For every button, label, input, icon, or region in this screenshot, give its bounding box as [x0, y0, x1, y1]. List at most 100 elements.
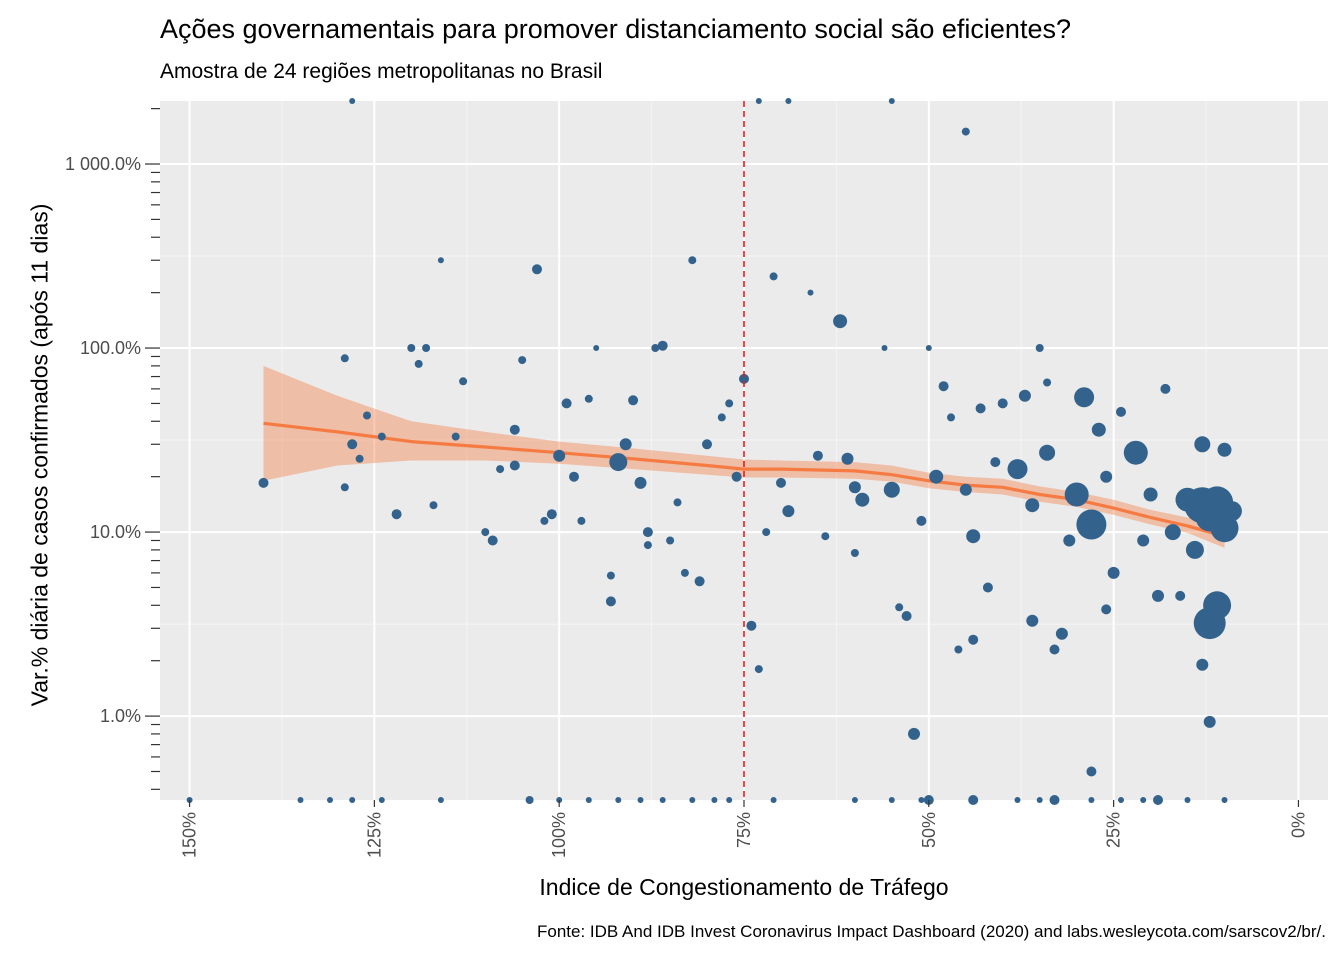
- data-point: [487, 535, 498, 546]
- data-point: [1152, 589, 1164, 602]
- data-point: [673, 498, 682, 507]
- data-point: [888, 797, 895, 803]
- data-point: [532, 264, 542, 275]
- data-point: [1217, 442, 1232, 457]
- data-point: [525, 796, 534, 804]
- data-point: [821, 532, 830, 541]
- data-point: [1025, 498, 1040, 513]
- data-point: [1221, 797, 1228, 803]
- data-point: [848, 481, 861, 494]
- x-tick-label: 100%: [549, 812, 569, 858]
- data-point: [770, 797, 777, 803]
- data-point: [754, 665, 763, 674]
- data-point: [746, 620, 757, 631]
- data-point: [689, 797, 696, 803]
- data-point: [841, 452, 854, 465]
- data-point: [726, 797, 733, 803]
- data-point: [1049, 795, 1060, 805]
- major-grid: [160, 101, 1328, 800]
- data-point: [1039, 444, 1056, 461]
- x-tick-label: 50%: [919, 812, 939, 848]
- data-point: [1153, 795, 1163, 805]
- data-point: [451, 432, 460, 441]
- data-point: [1035, 344, 1044, 352]
- data-point: [1026, 614, 1039, 627]
- data-point: [711, 797, 718, 803]
- data-point: [982, 582, 993, 593]
- data-point: [908, 727, 920, 740]
- data-point: [584, 394, 593, 403]
- data-point: [297, 797, 304, 803]
- source-caption: Fonte: IDB And IDB Invest Coronavirus Im…: [537, 922, 1326, 941]
- smooth-trend-line: [263, 421, 1225, 538]
- data-point: [634, 476, 647, 489]
- data-point: [1018, 389, 1031, 402]
- data-point: [577, 516, 586, 525]
- data-point: [459, 377, 468, 386]
- data-point: [1196, 658, 1209, 671]
- data-point: [518, 356, 527, 365]
- data-point: [609, 453, 628, 472]
- data-point: [966, 529, 981, 544]
- data-point: [327, 797, 333, 803]
- data-point: [1107, 566, 1120, 579]
- data-point: [651, 344, 660, 352]
- data-point: [961, 127, 970, 136]
- data-point: [812, 450, 823, 461]
- data-point: [628, 395, 639, 406]
- data-point: [619, 438, 632, 451]
- data-point: [1203, 715, 1216, 728]
- data-point: [496, 465, 505, 474]
- data-point: [422, 344, 431, 352]
- data-point: [1210, 514, 1239, 543]
- data-point: [642, 527, 653, 538]
- x-tick-label: 150%: [180, 812, 200, 858]
- data-point: [1100, 470, 1113, 483]
- data-point: [340, 483, 349, 492]
- data-point: [807, 289, 814, 296]
- data-point: [657, 340, 668, 351]
- data-point: [1088, 797, 1095, 803]
- data-point: [725, 399, 734, 408]
- data-point: [959, 483, 972, 496]
- smooth-line-layer: [263, 421, 1225, 538]
- data-point: [702, 439, 712, 450]
- data-point: [1137, 534, 1150, 547]
- data-point: [1221, 501, 1242, 522]
- data-point: [1007, 459, 1028, 480]
- data-point: [1175, 590, 1186, 601]
- data-point: [1203, 591, 1232, 620]
- data-point: [1091, 422, 1106, 437]
- data-point: [363, 411, 371, 420]
- y-axis-label: Var.% diária de casos confirmados (após …: [26, 203, 53, 707]
- data-point: [1143, 487, 1158, 502]
- data-point: [776, 477, 786, 488]
- data-point: [833, 314, 848, 329]
- data-point: [968, 634, 979, 645]
- y-tick-label: 1.0%: [100, 706, 141, 726]
- data-point: [680, 568, 689, 577]
- data-point: [785, 98, 792, 104]
- data-point: [990, 457, 1001, 468]
- data-point: [258, 477, 269, 488]
- axis-layer: 1.0% 10.0% 100.0% 1 000.0% 150% 125% 100% 75% 50…: [65, 108, 1308, 858]
- data-point: [615, 797, 622, 803]
- data-point: [429, 501, 438, 510]
- x-axis-label: Indice de Congestionamento de Tráfego: [539, 874, 949, 900]
- data-point: [782, 505, 795, 518]
- data-point: [1014, 797, 1021, 803]
- data-point: [437, 257, 444, 264]
- data-point: [1160, 383, 1171, 394]
- data-point: [377, 432, 386, 441]
- data-point: [540, 516, 549, 525]
- data-point: [975, 403, 986, 414]
- chart-title: Ações governamentais para promover dista…: [160, 14, 1071, 44]
- x-tick-label: 25%: [1104, 812, 1124, 848]
- data-point: [731, 471, 742, 482]
- data-point: [407, 344, 416, 352]
- data-point: [569, 471, 579, 482]
- data-point: [918, 797, 925, 803]
- data-point: [688, 256, 697, 265]
- data-point: [340, 354, 349, 363]
